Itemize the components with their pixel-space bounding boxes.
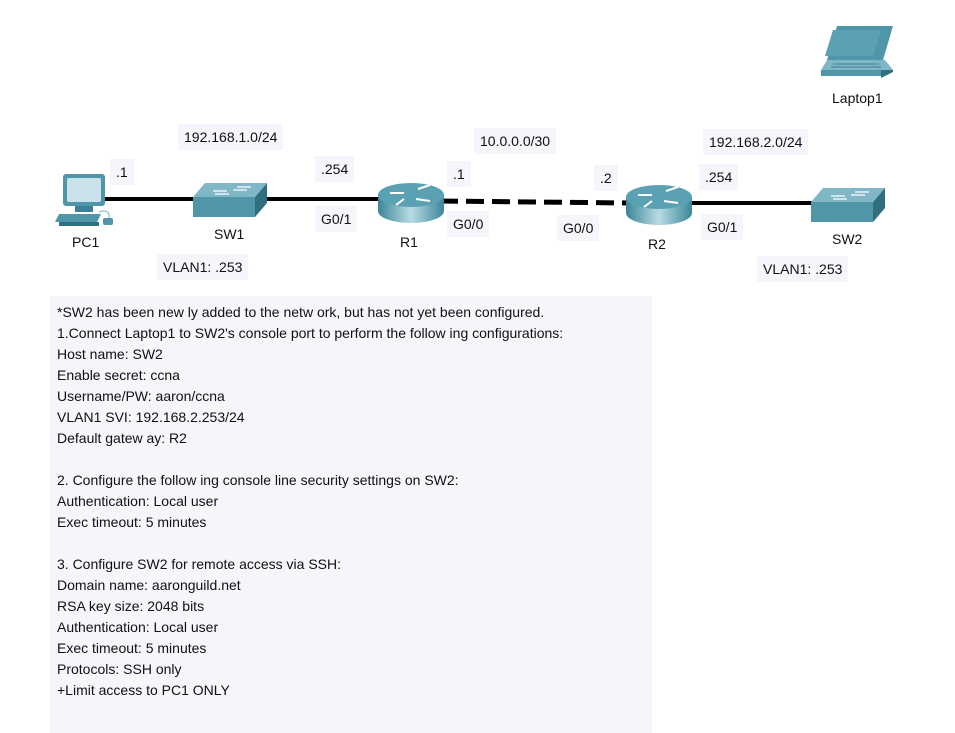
sw2-label: SW2 [832, 231, 863, 247]
r2-g00-label: G0/0 [557, 215, 600, 241]
switch-icon[interactable] [811, 186, 887, 224]
note-line: 1.Connect Laptop1 to SW2's console port … [57, 325, 564, 341]
note-line: Exec timeout: 5 minutes [57, 640, 207, 656]
sw1-label: SW1 [214, 226, 245, 242]
link-r1-r2[interactable] [439, 198, 631, 206]
r1-g00-label: G0/0 [447, 211, 490, 237]
r2-g00-ip-label: .2 [594, 165, 618, 191]
topology-links [105, 197, 820, 206]
note-line: 2. Configure the follow ing console line… [57, 472, 459, 488]
network-label-192-168-2-0: 192.168.2.0/24 [703, 129, 809, 155]
note-line: Enable secret: ccna [57, 367, 180, 383]
laptop-icon[interactable] [819, 24, 895, 80]
note-line: Authentication: Local user [57, 493, 219, 509]
router-icon[interactable] [376, 179, 446, 225]
note-line: *SW2 has been new ly added to the netw o… [57, 304, 545, 320]
note-line: Protocols: SSH only [57, 661, 182, 677]
r1-g01-ip-label: .254 [315, 156, 355, 182]
r1-label: R1 [400, 234, 418, 250]
laptop1-label: Laptop1 [832, 90, 883, 106]
r1-g00-ip-label: .1 [447, 161, 471, 187]
sw2-vlan-label: VLAN1: .253 [757, 256, 849, 282]
note-line: Host name: SW2 [57, 346, 163, 362]
r2-label: R2 [648, 236, 666, 252]
note-line: +Limit access to PC1 ONLY [57, 682, 230, 698]
network-label-10-0-0-0: 10.0.0.0/30 [474, 128, 557, 154]
pc1-ip-label: .1 [110, 159, 134, 185]
sw1-vlan-label: VLAN1: .253 [157, 254, 249, 280]
note-line [57, 533, 645, 554]
router-icon[interactable] [624, 181, 694, 227]
note-line: Exec timeout: 5 minutes [57, 514, 207, 530]
note-line: RSA key size: 2048 bits [57, 598, 205, 614]
note-line [57, 449, 645, 470]
switch-icon[interactable] [193, 181, 269, 219]
note-line: Domain name: aaronguild.net [57, 577, 241, 593]
pc1-label: PC1 [72, 234, 100, 250]
note-line: Default gatew ay: R2 [57, 430, 187, 446]
r1-g01-label: G0/1 [315, 206, 358, 232]
r2-g01-label: G0/1 [701, 214, 744, 240]
note-line: Username/PW: aaron/ccna [57, 388, 225, 404]
note-line: Authentication: Local user [57, 619, 219, 635]
r2-g01-ip-label: .254 [699, 164, 739, 190]
note-line: 3. Configure SW2 for remote access via S… [57, 556, 341, 572]
instructions-note: *SW2 has been new ly added to the netw o… [50, 296, 652, 733]
pc-icon[interactable] [55, 172, 117, 228]
network-label-192-168-1-0: 192.168.1.0/24 [178, 124, 284, 150]
note-line: VLAN1 SVI: 192.168.2.253/24 [57, 409, 245, 425]
